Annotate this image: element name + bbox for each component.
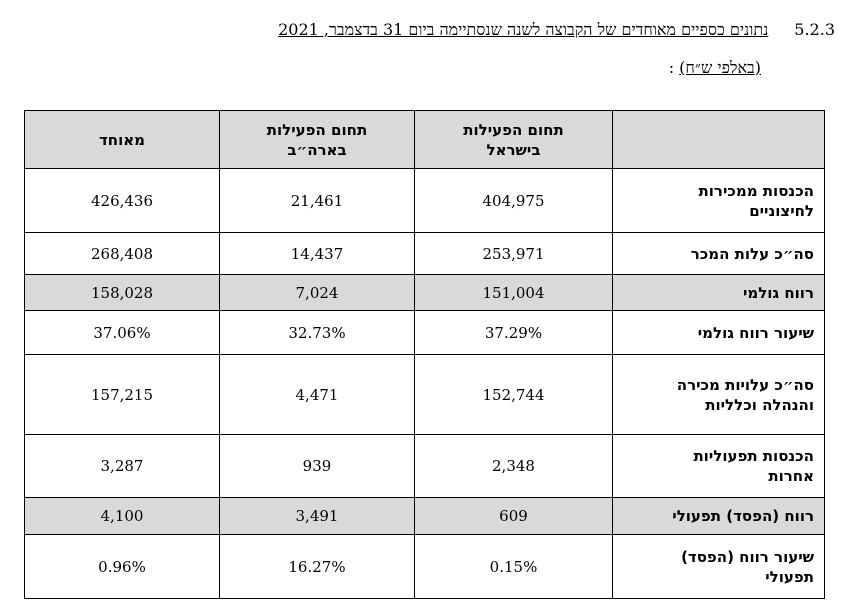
- cell-israel: 253,971: [414, 232, 613, 275]
- cell-consolidated: 157,215: [24, 354, 220, 435]
- table-row: סה״כ עלויות מכירה והנהלה וכלליות 152,744 …: [24, 354, 825, 435]
- row-label: סה״כ עלויות מכירה והנהלה וכלליות: [612, 354, 825, 435]
- cell-israel: 609: [414, 497, 613, 535]
- header-cell-label: [612, 110, 825, 169]
- row-label: שיעור רווח (הפסד) תפעולי: [612, 534, 825, 599]
- cell-consolidated: 158,028: [24, 274, 220, 311]
- unit-suffix: :: [668, 58, 680, 77]
- cell-israel: 0.15%: [414, 534, 613, 599]
- cell-usa: 32.73%: [219, 310, 415, 355]
- cell-usa: 3,491: [219, 497, 415, 535]
- table-row: שיעור רווח (הפסד) תפעולי 0.15% 16.27% 0.9…: [24, 534, 825, 599]
- cell-usa: 14,437: [219, 232, 415, 275]
- table-row: רווח גולמי 151,004 7,024 158,028: [24, 274, 825, 311]
- cell-usa: 4,471: [219, 354, 415, 435]
- section-number: 5.2.3: [794, 20, 835, 39]
- row-label: שיעור רווח גולמי: [612, 310, 825, 355]
- header-cell-israel: תחום הפעילות בישראל: [414, 110, 613, 169]
- header-cell-consolidated: מאוחד: [24, 110, 220, 169]
- cell-israel: 37.29%: [414, 310, 613, 355]
- cell-consolidated: 426,436: [24, 168, 220, 233]
- row-label: הכנסות ממכירות לחיצוניים: [612, 168, 825, 233]
- cell-consolidated: 3,287: [24, 434, 220, 498]
- cell-usa: 939: [219, 434, 415, 498]
- table-row: שיעור רווח גולמי 37.29% 32.73% 37.06%: [24, 310, 825, 355]
- table-header-row: תחום הפעילות בישראל תחום הפעילות בארה״ב מא…: [24, 110, 825, 169]
- table-row: רווח (הפסד) תפעולי 609 3,491 4,100: [24, 497, 825, 535]
- cell-consolidated: 0.96%: [24, 534, 220, 599]
- row-label: הכנסות תפעוליות אחרות: [612, 434, 825, 498]
- section-title: נתונים כספיים מאוחדים של הקבוצה לשנה שנס…: [278, 20, 769, 39]
- cell-israel: 404,975: [414, 168, 613, 233]
- table-row: הכנסות תפעוליות אחרות 2,348 939 3,287: [24, 434, 825, 498]
- cell-usa: 21,461: [219, 168, 415, 233]
- unit-note: (באלפי ש״ח) :: [669, 58, 761, 78]
- section-heading: 5.2.3 נתונים כספיים מאוחדים של הקבוצה לשנ…: [278, 20, 835, 40]
- row-label: סה״כ עלות המכר: [612, 232, 825, 275]
- row-label: רווח גולמי: [612, 274, 825, 311]
- row-label: רווח (הפסד) תפעולי: [612, 497, 825, 535]
- cell-consolidated: 268,408: [24, 232, 220, 275]
- cell-consolidated: 37.06%: [24, 310, 220, 355]
- cell-usa: 16.27%: [219, 534, 415, 599]
- financial-table: תחום הפעילות בישראל תחום הפעילות בארה״ב מא…: [24, 110, 825, 599]
- cell-usa: 7,024: [219, 274, 415, 311]
- table-row: הכנסות ממכירות לחיצוניים 404,975 21,461 4…: [24, 168, 825, 233]
- cell-consolidated: 4,100: [24, 497, 220, 535]
- unit-label: (באלפי ש״ח): [679, 58, 761, 77]
- header-cell-usa: תחום הפעילות בארה״ב: [219, 110, 415, 169]
- table-row: סה״כ עלות המכר 253,971 14,437 268,408: [24, 232, 825, 275]
- cell-israel: 2,348: [414, 434, 613, 498]
- cell-israel: 151,004: [414, 274, 613, 311]
- cell-israel: 152,744: [414, 354, 613, 435]
